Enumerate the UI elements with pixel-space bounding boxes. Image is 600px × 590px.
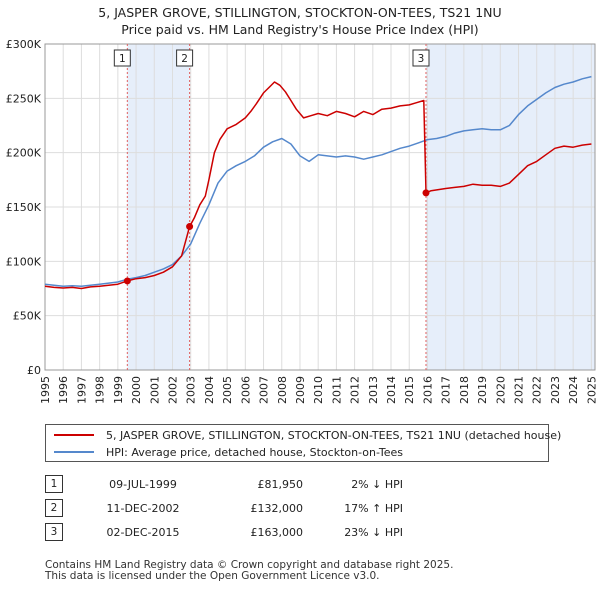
sale-point <box>186 223 194 231</box>
sale-label-box <box>176 49 194 67</box>
price-chart: £0 £50K £100K £150K £200K £250K £300K 1995 1996 1… <box>6 38 599 404</box>
legend-item-hpi: HPI: Average price, detached house, Stoc… <box>54 444 403 460</box>
x-tick-label: 2022 <box>531 376 544 404</box>
x-tick-label: 1996 <box>57 376 70 404</box>
sale-date: 02-DEC-2015 <box>106 525 180 539</box>
sale-hpi-diff: 17% ↑ HPI <box>344 501 403 515</box>
property-price-line <box>44 81 592 290</box>
x-tick-label: 2010 <box>312 376 325 404</box>
x-tick-label: 2016 <box>421 376 434 404</box>
legend: 5, JASPER GROVE, STILLINGTON, STOCKTON-O… <box>45 424 561 462</box>
y-tick-label: £0 <box>27 364 41 377</box>
y-tick-label: £200K <box>6 147 42 160</box>
chart-title-line2: Price paid vs. HM Land Registry's House … <box>121 22 479 37</box>
x-tick-label: 1999 <box>112 376 125 404</box>
x-tick-label: 2013 <box>367 376 380 404</box>
x-tick-label: 2002 <box>166 376 179 404</box>
sale-date: 09-JUL-1999 <box>109 477 177 491</box>
footer-line1: Contains HM Land Registry data © Crown c… <box>45 559 454 571</box>
x-tick-label: 2020 <box>494 376 507 404</box>
x-tick-label: 2004 <box>203 376 216 404</box>
y-tick-label: £50K <box>13 310 42 323</box>
x-tick-label: 2023 <box>549 376 562 404</box>
sale-label-number: 3 <box>418 53 425 65</box>
chart-title: 5, JASPER GROVE, STILLINGTON, STOCKTON-O… <box>0 4 600 38</box>
table-row: 2 11-DEC-2002 £132,000 17% ↑ HPI <box>45 496 403 520</box>
sale-label-box <box>412 49 430 67</box>
sale-price: £81,950 <box>257 477 304 491</box>
legend-swatch-hpi <box>54 451 94 453</box>
x-tick-label: 2007 <box>258 376 271 404</box>
footer: Contains HM Land Registry data © Crown c… <box>45 560 453 582</box>
sale-point <box>123 277 131 285</box>
legend-label-hpi: HPI: Average price, detached house, Stoc… <box>106 445 404 459</box>
sale-label-box <box>113 49 131 67</box>
x-tick-label: 1997 <box>75 376 88 404</box>
x-tick-label: 2012 <box>349 376 362 404</box>
legend-item-property: 5, JASPER GROVE, STILLINGTON, STOCKTON-O… <box>54 427 561 443</box>
y-tick-label: £250K <box>6 92 42 105</box>
x-tick-label: 2017 <box>440 376 453 404</box>
sale-number-badge: 3 <box>45 523 63 541</box>
sale-hpi-diff: 23% ↓ HPI <box>344 525 403 539</box>
table-row: 3 02-DEC-2015 £163,000 23% ↓ HPI <box>45 520 403 544</box>
table-row: 1 09-JUL-1999 £81,950 2% ↓ HPI <box>45 472 403 496</box>
footer-line2: This data is licensed under the Open Gov… <box>45 570 380 582</box>
sale-label-number: 1 <box>119 53 126 65</box>
x-tick-label: 1998 <box>94 376 107 404</box>
sale-price: £163,000 <box>250 525 304 539</box>
x-tick-label: 2006 <box>239 376 252 404</box>
x-tick-label: 2014 <box>385 376 398 404</box>
x-tick-label: 2025 <box>585 376 598 404</box>
sale-number-badge: 2 <box>45 499 63 517</box>
chart-title-line1: 5, JASPER GROVE, STILLINGTON, STOCKTON-O… <box>98 5 502 20</box>
sale-price: £132,000 <box>250 501 304 515</box>
legend-label-property: 5, JASPER GROVE, STILLINGTON, STOCKTON-O… <box>106 428 562 442</box>
x-tick-label: 2000 <box>130 376 143 404</box>
x-tick-label: 2019 <box>476 376 489 404</box>
x-tick-label: 2018 <box>458 376 471 404</box>
y-tick-label: £300K <box>6 38 42 51</box>
sale-hpi-diff: 2% ↓ HPI <box>351 477 403 491</box>
y-tick-label: £100K <box>6 255 42 268</box>
sale-number-badge: 1 <box>45 475 63 493</box>
x-tick-label: 2011 <box>330 376 343 404</box>
x-tick-label: 2003 <box>185 376 198 404</box>
x-tick-label: 2021 <box>513 376 526 404</box>
sales-table: 1 09-JUL-1999 £81,950 2% ↓ HPI 2 11-DEC-… <box>45 472 403 544</box>
sale-point <box>422 189 430 197</box>
x-tick-label: 2024 <box>567 376 580 404</box>
x-tick-label: 2008 <box>276 376 289 404</box>
hpi-line <box>44 75 592 288</box>
x-tick-label: 2009 <box>294 376 307 404</box>
sale-label-number: 2 <box>181 53 188 65</box>
legend-swatch-property <box>54 434 94 436</box>
sale-date: 11-DEC-2002 <box>106 501 180 515</box>
x-tick-label: 2015 <box>403 376 416 404</box>
x-tick-label: 1995 <box>39 376 52 404</box>
plot-frame <box>44 43 596 371</box>
x-tick-label: 2001 <box>148 376 161 404</box>
y-tick-label: £150K <box>6 201 42 214</box>
x-tick-label: 2005 <box>221 376 234 404</box>
